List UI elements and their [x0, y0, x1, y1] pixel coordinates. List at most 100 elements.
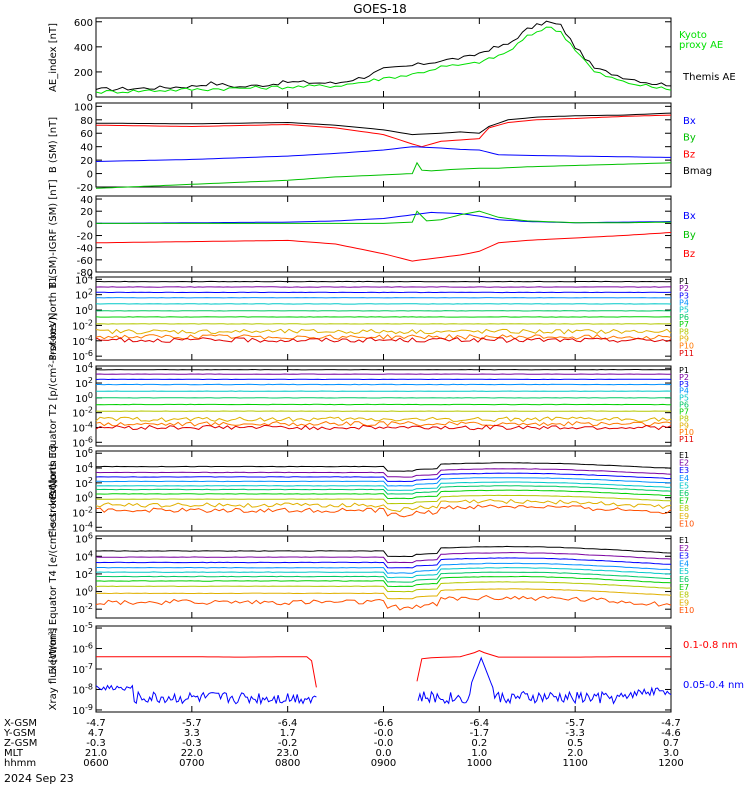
panel-frame: [96, 196, 671, 272]
channel-line: [96, 505, 671, 517]
legend-entry: 0.1-0.8 nm: [683, 640, 738, 651]
channel-line: [96, 329, 671, 334]
date-label: 2024 Sep 23: [4, 772, 74, 785]
series-line: [96, 115, 671, 147]
legend-entry: Themis AE: [682, 72, 736, 83]
panel-frame: [96, 18, 671, 97]
y-tick-label: 10-9: [72, 703, 93, 717]
y-tick-label: 80: [80, 116, 93, 127]
series-line: [96, 21, 671, 91]
y-axis-label: Xray flux [W/m²]: [48, 628, 59, 711]
y-tick-label: 200: [74, 68, 93, 79]
channel-line: [96, 568, 671, 578]
channel-line: [96, 417, 671, 421]
y-tick-label: 40: [80, 195, 93, 206]
y-tick-label: 10-4: [72, 334, 93, 348]
channel-line: [96, 582, 671, 592]
footer-value: 0800: [275, 758, 300, 769]
footer-value: 0700: [179, 758, 204, 769]
y-tick-label: 20: [80, 156, 93, 167]
footer-value: 1200: [658, 758, 683, 769]
y-axis-label: B (SM) [nT]: [48, 117, 59, 173]
channel-line: [96, 576, 671, 586]
legend-entry: Bx: [683, 116, 696, 127]
y-tick-label: 100: [75, 491, 93, 505]
y-tick-label: 106: [75, 532, 93, 546]
series-line: [96, 657, 316, 688]
footer-row-label: hhmm: [4, 758, 36, 769]
series-line: [96, 147, 671, 162]
series-line: [96, 113, 671, 135]
channel-line: [96, 478, 671, 486]
legend-entry: proxy AE: [679, 40, 723, 51]
y-tick-label: -20: [77, 183, 93, 194]
y-tick-label: 104: [75, 461, 93, 475]
y-tick-label: 0: [87, 170, 93, 181]
y-tick-label: 10-2: [72, 406, 93, 420]
y-tick-label: 60: [80, 129, 93, 140]
y-tick-label: 10-2: [72, 602, 93, 616]
channel-line: [96, 469, 671, 477]
y-tick-label: -20: [77, 232, 93, 243]
y-tick-label: 400: [74, 43, 93, 54]
y-tick-label: 102: [75, 376, 93, 390]
y-tick-label: 104: [75, 361, 93, 375]
legend-entry: Bz: [683, 249, 695, 260]
channel-line: [96, 500, 671, 512]
y-tick-label: 102: [75, 567, 93, 581]
y-tick-label: 104: [75, 272, 93, 286]
footer-value: 0900: [371, 758, 396, 769]
series-line: [96, 27, 671, 93]
channel-line: [96, 473, 671, 481]
y-tick-label: 10-2: [72, 318, 93, 332]
series-line: [96, 212, 671, 223]
panel-frame: [96, 451, 671, 531]
series-line-0.05-0.4: [96, 658, 671, 704]
legend-entry: 0.05-0.4 nm: [683, 680, 744, 691]
series-line: [417, 651, 671, 682]
y-tick-label: 10-6: [72, 642, 93, 656]
y-tick-label: 100: [75, 585, 93, 599]
legend-entry: P11: [679, 349, 694, 358]
y-tick-label: 100: [74, 102, 93, 113]
channel-line: [96, 422, 671, 426]
y-axis-label: B (SM)-IGRF (SM) [nT]: [48, 179, 59, 288]
legend-entry: By: [683, 133, 696, 144]
y-tick-label: 40: [80, 143, 93, 154]
footer-value: 1000: [467, 758, 492, 769]
y-tick-label: 100: [75, 303, 93, 317]
legend-entry: Bmag: [683, 166, 712, 177]
y-tick-label: 10-7: [72, 662, 93, 676]
legend-entry: By: [683, 230, 696, 241]
legend-entry: Bz: [683, 149, 695, 160]
y-tick-label: 600: [74, 18, 93, 29]
series-line: [96, 233, 671, 262]
y-tick-label: 100: [75, 391, 93, 405]
channel-line: [96, 486, 671, 494]
y-tick-label: 104: [75, 549, 93, 563]
footer-value: 1100: [562, 758, 587, 769]
y-tick-label: -60: [77, 256, 93, 267]
y-tick-label: -40: [77, 244, 93, 255]
y-axis-label: AE_index [nT]: [48, 23, 59, 92]
series-line: [96, 211, 671, 223]
legend-entry: E10: [679, 606, 694, 615]
y-tick-label: 20: [80, 207, 93, 218]
y-tick-label: 10-4: [72, 420, 93, 434]
channel-line: [96, 553, 671, 563]
y-tick-label: 10-2: [72, 505, 93, 519]
y-tick-label: 106: [75, 446, 93, 460]
footer-value: 0600: [83, 758, 108, 769]
channel-line: [96, 558, 671, 568]
y-tick-label: 0: [87, 219, 93, 230]
y-tick-label: 10-5: [72, 621, 93, 635]
channel-line: [96, 596, 671, 611]
y-tick-label: 102: [75, 476, 93, 490]
channel-line: [96, 495, 671, 503]
legend-entry: Bx: [683, 211, 696, 222]
